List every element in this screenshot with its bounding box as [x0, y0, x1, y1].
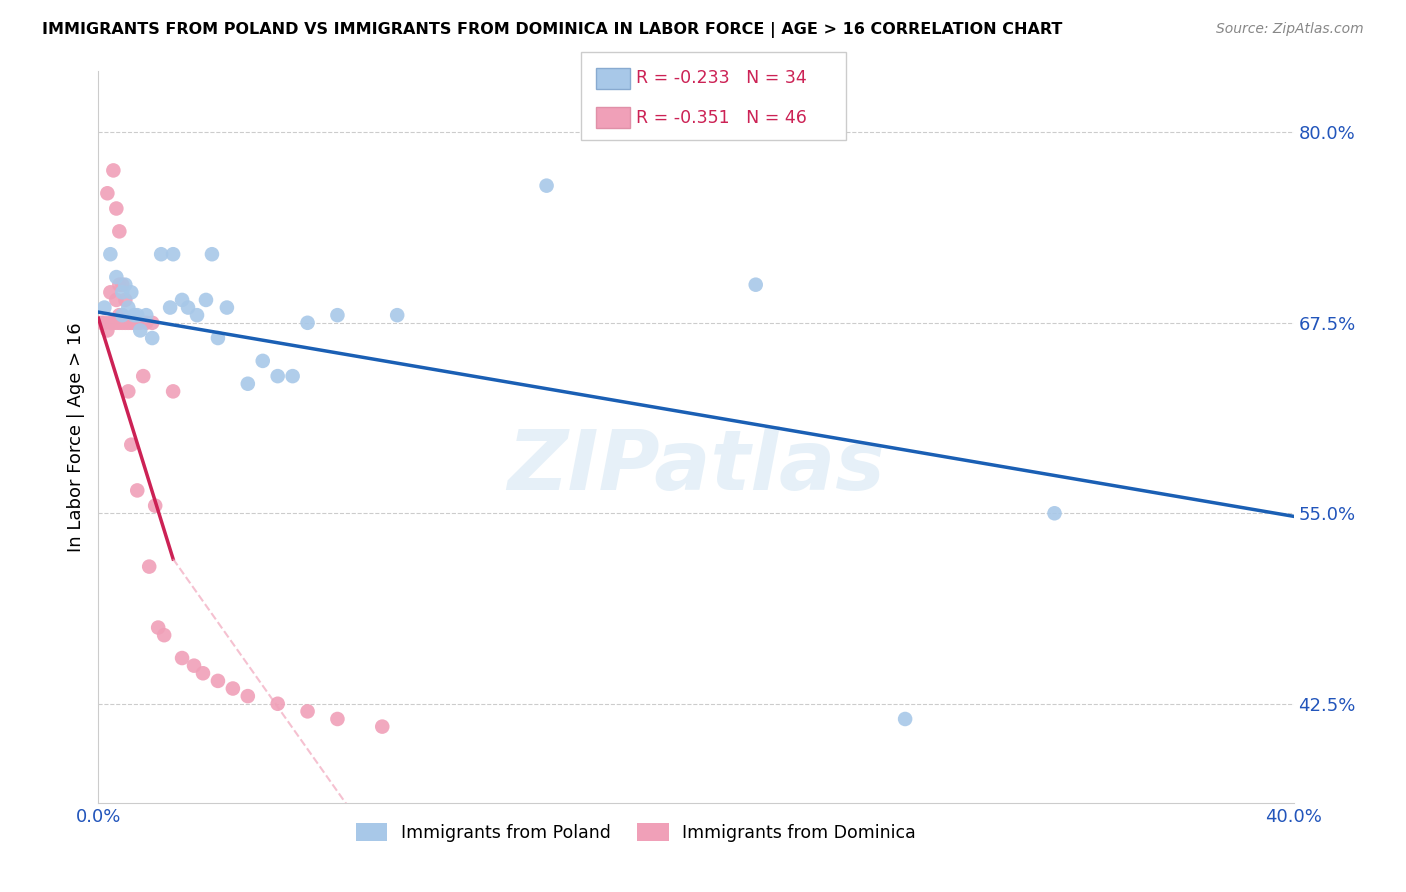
Point [745, 277, 768, 292]
Point [215, 301, 238, 315]
Y-axis label: In Labor Force | Age > 16: In Labor Force | Age > 16 [66, 322, 84, 552]
Point [236, 376, 259, 391]
Point [114, 316, 136, 330]
Point [252, 354, 274, 368]
Point [183, 658, 205, 673]
Point [98, 247, 122, 261]
Point [127, 483, 149, 498]
Point [114, 293, 136, 307]
Point [172, 293, 194, 307]
Point [148, 621, 170, 635]
Point [172, 651, 194, 665]
Point [117, 301, 139, 315]
Point [222, 681, 245, 696]
Point [108, 277, 131, 292]
Point [120, 438, 142, 452]
Point [129, 316, 152, 330]
Point [201, 247, 224, 261]
Point [1043, 506, 1066, 520]
Point [281, 369, 304, 384]
Point [117, 316, 139, 330]
Point [111, 308, 134, 322]
Point [207, 673, 229, 688]
Point [267, 697, 290, 711]
Point [385, 308, 409, 322]
Point [135, 316, 157, 330]
Text: IMMIGRANTS FROM POLAND VS IMMIGRANTS FROM DOMINICA IN LABOR FORCE | AGE > 16 COR: IMMIGRANTS FROM POLAND VS IMMIGRANTS FRO… [42, 22, 1063, 38]
Point [108, 308, 131, 322]
Point [162, 247, 184, 261]
Point [117, 384, 139, 399]
Point [105, 316, 128, 330]
Point [108, 224, 131, 238]
Point [326, 712, 349, 726]
Point [141, 331, 163, 345]
Point [159, 301, 181, 315]
Point [236, 689, 259, 703]
Point [371, 720, 394, 734]
Text: Source: ZipAtlas.com: Source: ZipAtlas.com [1216, 22, 1364, 37]
Point [267, 369, 290, 384]
Point [138, 559, 160, 574]
Point [105, 270, 128, 285]
Point [135, 308, 157, 322]
Point [120, 316, 142, 330]
Point [127, 316, 149, 330]
Text: R = -0.233   N = 34: R = -0.233 N = 34 [636, 70, 806, 87]
Point [93, 316, 115, 330]
Point [191, 666, 214, 681]
Point [297, 316, 319, 330]
Point [105, 202, 128, 216]
Point [111, 285, 134, 300]
Point [120, 285, 142, 300]
Point [124, 308, 146, 322]
Point [98, 316, 122, 330]
Point [153, 628, 176, 642]
Point [129, 323, 152, 337]
Point [894, 712, 917, 726]
Point [297, 705, 319, 719]
Text: R = -0.351   N = 46: R = -0.351 N = 46 [636, 109, 807, 127]
Point [111, 316, 134, 330]
Point [326, 308, 349, 322]
Point [103, 163, 125, 178]
Point [177, 301, 200, 315]
Legend: Immigrants from Poland, Immigrants from Dominica: Immigrants from Poland, Immigrants from … [349, 816, 924, 849]
Point [186, 308, 208, 322]
Point [207, 331, 229, 345]
Point [96, 323, 118, 337]
Point [90, 316, 112, 330]
Point [132, 369, 155, 384]
Point [127, 308, 149, 322]
Point [105, 293, 128, 307]
Point [111, 308, 134, 322]
Point [93, 301, 115, 315]
Point [536, 178, 558, 193]
Point [195, 293, 218, 307]
Point [96, 186, 118, 201]
Point [141, 316, 163, 330]
Point [143, 499, 166, 513]
Point [111, 277, 134, 292]
Text: ZIPatlas: ZIPatlas [508, 425, 884, 507]
Point [98, 285, 122, 300]
Point [108, 316, 131, 330]
Point [150, 247, 173, 261]
Point [162, 384, 184, 399]
Point [103, 316, 125, 330]
Point [124, 316, 146, 330]
Point [114, 277, 136, 292]
